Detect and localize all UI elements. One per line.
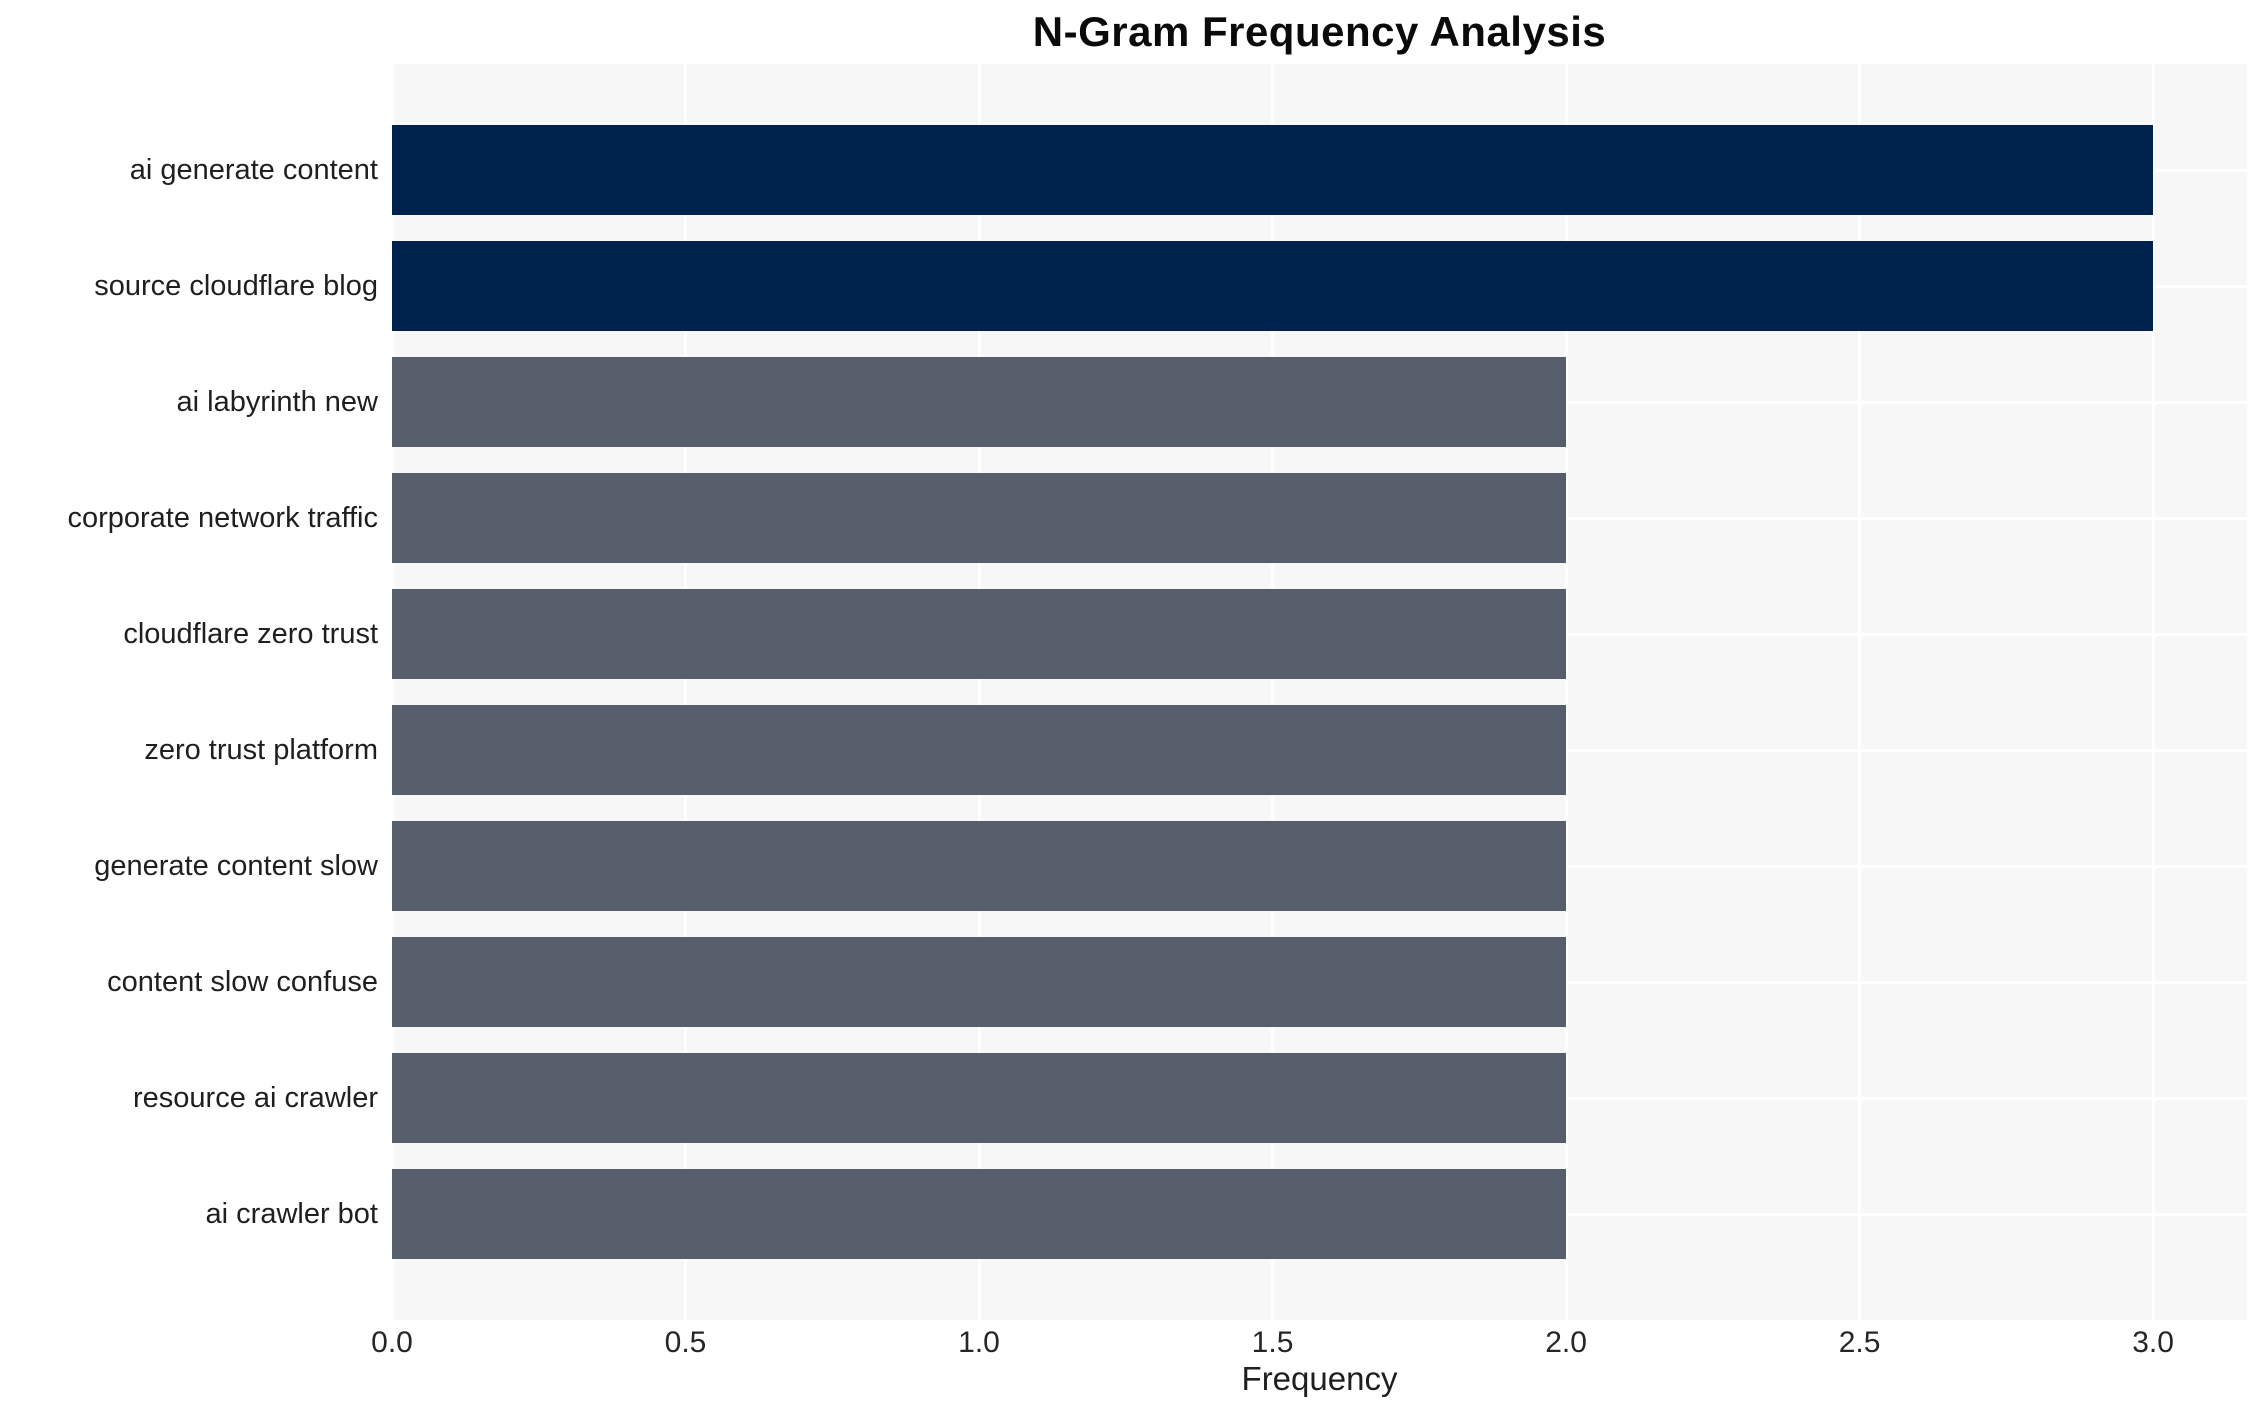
bar-row — [392, 1040, 2247, 1156]
bar-row — [392, 924, 2247, 1040]
x-tick-label: 2.5 — [1838, 1326, 1881, 1359]
y-tick-label: corporate network traffic — [67, 501, 378, 534]
bar — [392, 588, 1567, 680]
x-tick-label: 1.0 — [958, 1326, 1000, 1359]
bar-row — [392, 576, 2247, 692]
bar — [392, 240, 2154, 332]
bar-row — [392, 344, 2247, 460]
x-axis-ticks: 0.0 0.5 1.0 1.5 2.0 2.5 3.0 — [371, 1326, 2247, 1362]
vertical-gridline — [684, 64, 687, 1320]
vertical-gridline — [977, 64, 981, 1320]
bar — [392, 1168, 1567, 1260]
chart-title: N-Gram Frequency Analysis — [1032, 8, 1607, 55]
bar-row — [392, 460, 2247, 576]
bar-row — [392, 692, 2247, 808]
y-axis-labels: ai generate content source cloudflare blo… — [0, 64, 392, 1320]
y-tick-label: source cloudflare blog — [94, 269, 378, 302]
y-tick-label: generate content slow — [94, 849, 378, 882]
y-tick-label: content slow confuse — [107, 965, 378, 998]
vertical-gridline — [390, 64, 394, 1320]
vertical-gridline — [2151, 64, 2155, 1320]
y-tick-label: zero trust platform — [144, 733, 378, 766]
x-axis-title: Frequency — [1241, 1360, 1398, 1397]
x-tick-label: 1.5 — [1251, 1326, 1294, 1359]
y-tick-label: ai labyrinth new — [176, 385, 379, 418]
bar — [392, 820, 1567, 912]
bar-row — [392, 808, 2247, 924]
vertical-gridline — [1564, 64, 1568, 1320]
bar-series — [392, 64, 2247, 1320]
vertical-gridline — [1858, 64, 1862, 1320]
bar-row — [392, 1156, 2247, 1272]
bar — [392, 472, 1567, 564]
y-tick-label: resource ai crawler — [133, 1081, 378, 1114]
y-tick-label: ai generate content — [129, 153, 378, 186]
x-tick-label: 3.0 — [2132, 1326, 2174, 1359]
y-tick-label: cloudflare zero trust — [123, 617, 378, 650]
bar — [392, 1052, 1567, 1144]
vertical-gridline — [1271, 64, 1275, 1320]
x-tick-label: 2.0 — [1545, 1326, 1587, 1359]
plot-area — [390, 64, 2247, 1320]
bar — [392, 356, 1567, 448]
y-tick-label: ai crawler bot — [205, 1197, 378, 1230]
x-tick-label: 0.5 — [664, 1326, 707, 1359]
bar — [392, 124, 2154, 216]
bar-row — [392, 112, 2247, 228]
bar — [392, 936, 1567, 1028]
bar — [392, 704, 1567, 796]
x-tick-label: 0.0 — [371, 1326, 413, 1359]
bar-row — [392, 228, 2247, 344]
